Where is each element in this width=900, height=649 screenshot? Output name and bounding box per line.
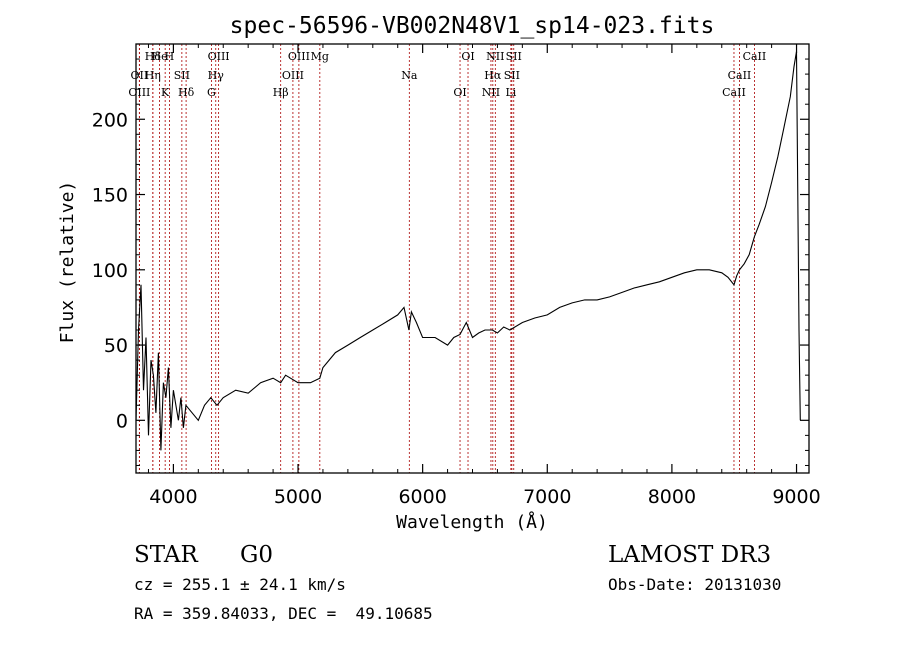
spectral-line-label: Li: [505, 86, 516, 99]
flux-series-line: [135, 51, 801, 451]
x-axis-ticks: 4000 5000 6000 7000 8000 9000: [147, 44, 821, 508]
y-axis-ticks: 0 50 100 150 200: [92, 58, 809, 466]
x-tick-label: 8000: [648, 486, 696, 508]
spectral-line-label: OIII: [282, 69, 304, 82]
obs-date-label: Obs-Date: 20131030: [608, 575, 781, 594]
x-tick-label: 7000: [523, 486, 571, 508]
spectral-line-label: OI: [461, 50, 474, 63]
spectral-line-label: Hα: [484, 69, 502, 82]
y-tick-label: 0: [116, 410, 128, 432]
chart-title: spec-56596-VB002N48V1_sp14-023.fits: [230, 13, 715, 39]
x-tick-label: 5000: [274, 486, 322, 508]
spectral-line-label: CaII: [743, 50, 767, 63]
spectral-line-label: Na: [401, 69, 418, 82]
spectral-line-label: K: [161, 86, 170, 99]
spectral-line-markers: [138, 44, 755, 473]
spectral-line-label: CaII: [728, 69, 752, 82]
y-tick-label: 50: [104, 335, 128, 357]
spectral-line-label: SII: [174, 69, 190, 82]
spectral-line-labels: Hδ OII OIII He HηK H SII Hδ OIII Hγ G OIII OIII Hβ Mg N…: [128, 50, 766, 99]
x-tick-label: 9000: [772, 486, 820, 508]
spectral-line-label: Hδ: [178, 86, 195, 99]
redshift-label: cz = 255.1 ± 24.1 km/s: [134, 575, 346, 594]
spectral-line-label: OIII: [128, 86, 150, 99]
class-label: STAR: [134, 542, 198, 568]
x-axis-label: Wavelength (Å): [396, 511, 548, 533]
spectral-line-label: NII: [482, 86, 500, 99]
spectral-line-label: Hη: [145, 69, 161, 82]
spectral-line-label: SII: [504, 69, 520, 82]
y-axis-label: Flux (relative): [57, 181, 78, 344]
spectral-line-label: Mg: [311, 50, 329, 63]
x-tick-label: 4000: [149, 486, 197, 508]
spectral-line-label: Hγ: [208, 69, 225, 82]
survey-label: LAMOST DR3: [608, 542, 771, 568]
spectral-line-label: Hβ: [273, 86, 289, 99]
spectral-line-label: H: [165, 50, 175, 63]
coordinates-label: RA = 359.84033, DEC = 49.10685: [134, 604, 433, 623]
spectral-line-label: SII: [506, 50, 522, 63]
spectral-line-label: Hδ: [145, 50, 162, 63]
spectral-line-label: He: [152, 50, 168, 63]
spectral-line-label: OIII: [208, 50, 230, 63]
plot-frame: [135, 43, 810, 474]
spectral-line-label: OIII: [288, 50, 310, 63]
x-tick-label: 6000: [398, 486, 446, 508]
spectral-line-label: NII: [486, 50, 504, 63]
spectral-line-label: G: [207, 86, 216, 99]
y-tick-label: 100: [92, 260, 128, 282]
spectral-line-label: CaII: [722, 86, 746, 99]
y-tick-label: 150: [92, 185, 128, 207]
subclass-label: G0: [240, 542, 273, 568]
y-tick-label: 200: [92, 109, 128, 131]
spectral-line-label: OII: [131, 69, 149, 82]
spectral-line-label: OI: [453, 86, 466, 99]
